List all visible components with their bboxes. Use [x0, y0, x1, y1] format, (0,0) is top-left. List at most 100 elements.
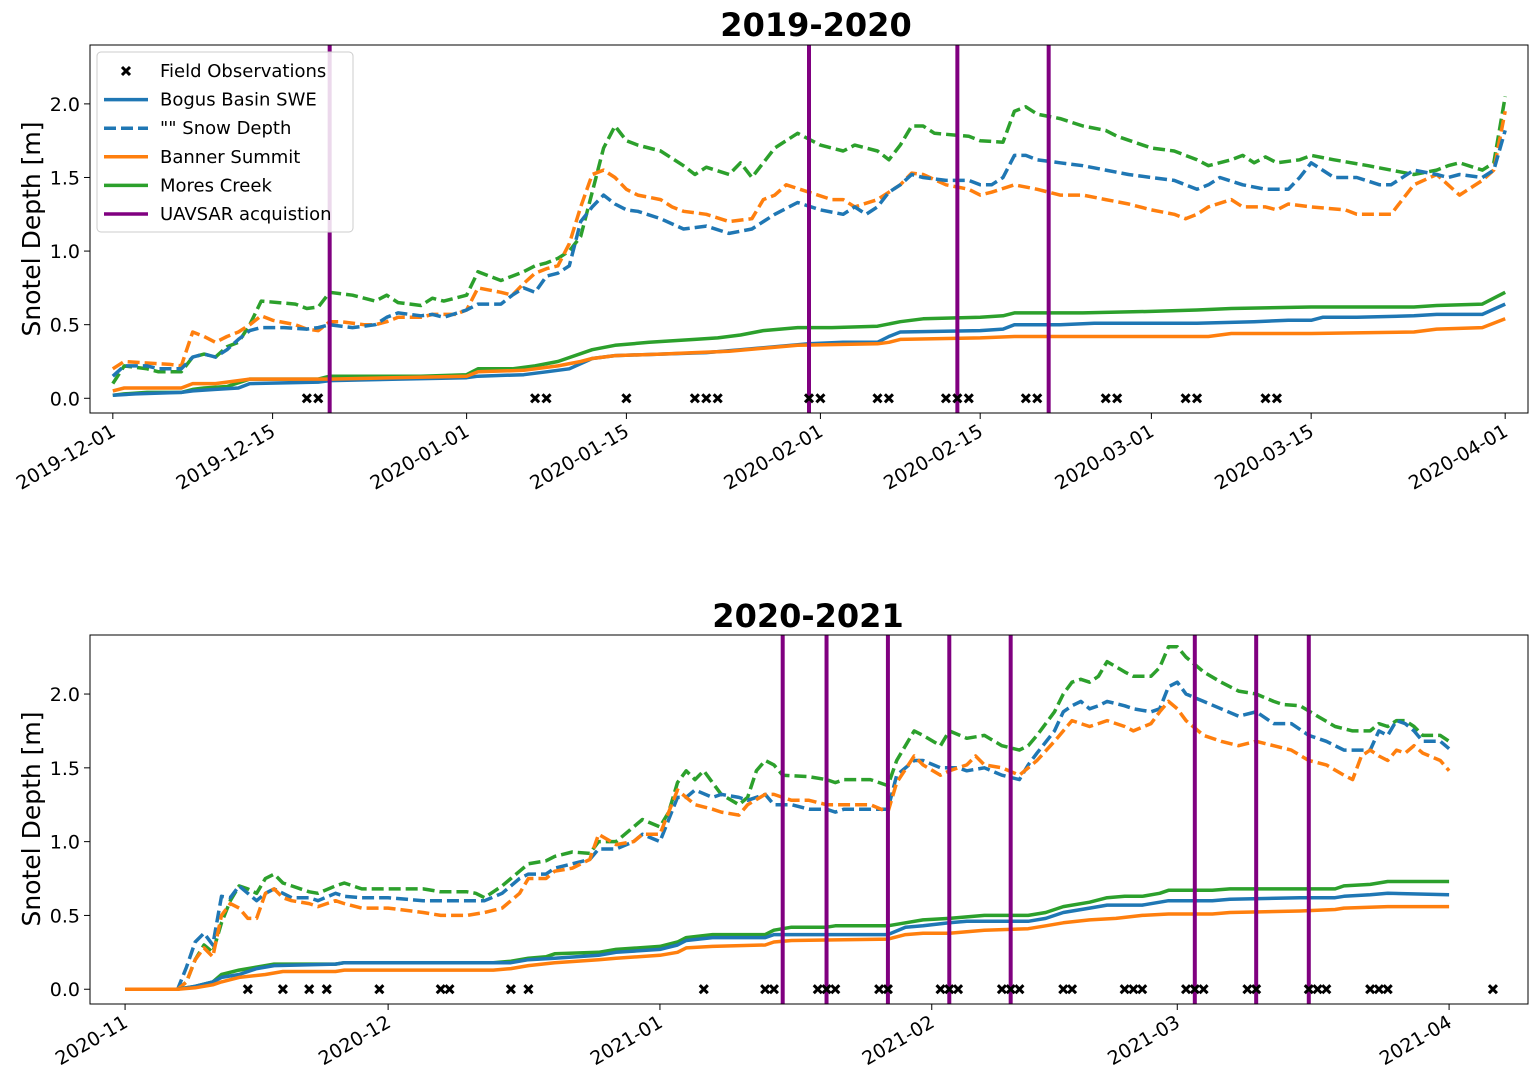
- field-observation-marker: [1014, 984, 1025, 995]
- y-tick-label: 1.5: [50, 758, 80, 780]
- field-observation-marker: [821, 984, 832, 995]
- field-observation-marker: [1242, 984, 1253, 995]
- field-observation-marker: [996, 984, 1007, 995]
- y-tick-label: 2.0: [50, 94, 80, 116]
- chart-title: 2019-2020: [720, 6, 911, 44]
- field-observation-marker: [883, 393, 894, 404]
- series-mores-dashed: [111, 96, 1507, 385]
- legend-label: Banner Summit: [160, 147, 300, 168]
- x-tick-label: 2019-12-01: [13, 420, 120, 494]
- legend: Field Observations Bogus Basin SWE "" Snow…: [96, 51, 354, 233]
- field-observation-marker: [953, 984, 964, 995]
- x-tick-label: 2020-03-15: [1211, 420, 1318, 494]
- series-bogus-dashed: [125, 680, 1451, 991]
- x-tick-label: 2020-12: [315, 1011, 395, 1070]
- panel-2019-2020: 2019-2020 Snotel Depth [m] 0.0 0.5 1.0 1.5 2…: [13, 6, 1529, 495]
- series-bogus-dashed: [111, 129, 1507, 378]
- field-observation-marker: [1312, 984, 1323, 995]
- field-observation-marker: [435, 984, 446, 995]
- legend-label: Bogus Basin SWE: [160, 90, 317, 111]
- legend-label: Field Observations: [160, 61, 326, 82]
- legend-items: Field Observations Bogus Basin SWE "" Snow…: [104, 61, 332, 225]
- field-observation-marker: [812, 984, 823, 995]
- field-observation-marker: [689, 393, 700, 404]
- plot-area: [125, 635, 1498, 1004]
- field-observation-marker: [523, 984, 534, 995]
- field-observation-marker: [621, 393, 632, 404]
- field-observation-marker: [1191, 393, 1203, 404]
- x-tick-label: 2021-03: [1104, 1011, 1184, 1070]
- x-tick-label: 2020-01-01: [366, 420, 473, 494]
- field-observation-marker: [815, 393, 826, 404]
- field-observation-marker: [940, 393, 952, 404]
- y-tick-label: 1.0: [50, 241, 80, 263]
- field-observation-marker: [541, 393, 552, 404]
- field-observation-marker: [374, 984, 385, 995]
- field-observation-marker: [1180, 393, 1191, 404]
- x-tick-label: 2020-11: [52, 1011, 132, 1070]
- x-ticks: 2019-12-01 2019-12-15 2020-01-01 2020-01-15…: [13, 413, 1512, 495]
- x-tick-label: 2021-02: [859, 1011, 939, 1070]
- field-observation-marker: [304, 984, 315, 995]
- field-observation-marker: [760, 984, 771, 995]
- field-observation-marker: [1382, 984, 1393, 995]
- field-observation-marker: [321, 984, 332, 995]
- field-observation-marker: [712, 393, 723, 404]
- y-tick-label: 2.0: [50, 684, 80, 706]
- field-observation-marker: [1260, 393, 1271, 404]
- x-tick-label: 2020-03-01: [1051, 420, 1158, 494]
- y-ticks: 0.0 0.5 1.0 1.5 2.0: [50, 684, 90, 1001]
- y-tick-label: 0.0: [50, 979, 80, 1001]
- y-tick-label: 1.0: [50, 832, 80, 854]
- legend-label: "" Snow Depth: [160, 118, 291, 139]
- field-observation-marker: [803, 393, 815, 404]
- field-observation-marker: [952, 393, 963, 404]
- field-observation-marker: [1271, 393, 1282, 404]
- series-banner-dashed: [111, 110, 1507, 371]
- y-tick-label: 1.5: [50, 167, 80, 189]
- field-observation-marker: [313, 393, 324, 404]
- legend-box: [96, 51, 354, 233]
- field-observation-marker: [1321, 984, 1332, 995]
- field-observation-marker: [1487, 984, 1498, 995]
- y-tick-label: 0.5: [50, 315, 80, 337]
- y-axis-label: Snotel Depth [m]: [17, 711, 46, 926]
- field-observation-marker: [1058, 984, 1069, 995]
- field-observation-marker: [1373, 984, 1385, 995]
- x-tick-label: 2020-01-15: [526, 420, 633, 494]
- field-observation-marker: [830, 984, 841, 995]
- field-observation-marker: [242, 984, 253, 995]
- field-observation-marker: [1180, 984, 1192, 995]
- series-banner-solid: [112, 317, 1506, 393]
- field-observation-marker: [1020, 393, 1031, 404]
- field-observation-marker: [1365, 984, 1376, 995]
- field-observation-marker: [1303, 984, 1314, 995]
- x-tick-label: 2020-04-01: [1405, 420, 1512, 494]
- series-banner-dashed: [125, 699, 1451, 991]
- field-observation-marker: [963, 393, 974, 404]
- field-observation-marker: [1112, 393, 1123, 404]
- chart-title: 2020-2021: [712, 597, 903, 635]
- axes-frame: [89, 634, 1529, 1005]
- axes-frame: [89, 44, 1529, 414]
- x-tick-label: 2021-01: [587, 1011, 667, 1070]
- field-observation-marker: [1100, 393, 1111, 404]
- field-observation-marker: [935, 984, 946, 995]
- field-observation-marker: [874, 984, 885, 995]
- series-mores-dashed: [125, 645, 1451, 991]
- legend-label: UAVSAR acquistion: [160, 204, 332, 225]
- field-observation-marker: [301, 393, 312, 404]
- field-observation-marker: [1005, 984, 1016, 995]
- field-observation-marker: [505, 984, 516, 995]
- field-observation-marker: [1189, 984, 1200, 995]
- field-observation-marker: [1137, 984, 1148, 995]
- field-observation-marker: [701, 393, 712, 404]
- x-tick-label: 2020-02-15: [880, 420, 987, 494]
- y-tick-label: 0.0: [50, 388, 80, 410]
- series-banner-solid: [125, 904, 1450, 991]
- x-tick-label: 2021-04: [1376, 1011, 1456, 1070]
- field-observation-marker: [882, 984, 893, 995]
- field-observation-marker: [944, 984, 955, 995]
- field-observation-marker: [1251, 984, 1262, 995]
